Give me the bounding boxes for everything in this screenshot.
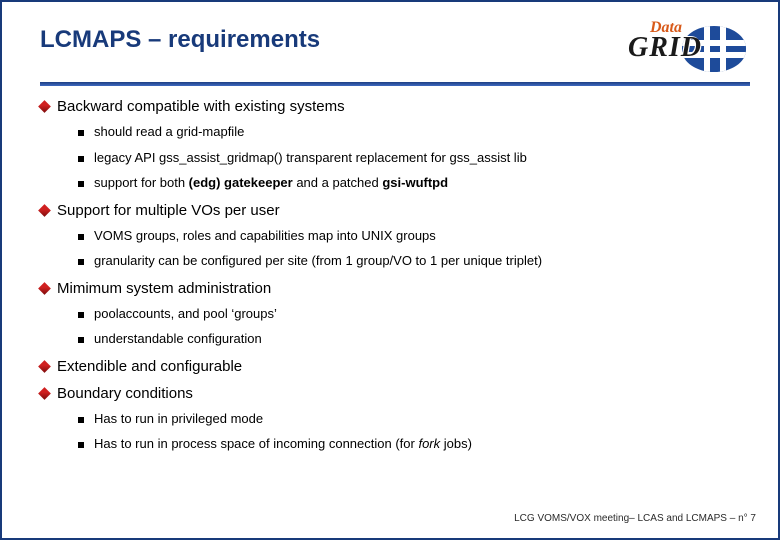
- square-bullet-icon: [78, 181, 84, 187]
- sub-bullet-text: legacy API gss_assist_gridmap() transpar…: [94, 149, 527, 167]
- square-bullet-icon: [78, 337, 84, 343]
- bullet-text: Mimimum system administration: [57, 280, 271, 297]
- slide: LCMAPS – requirements Data GRID Backward…: [0, 0, 780, 540]
- divider: [40, 82, 750, 86]
- sub-bullet-text: Has to run in privileged mode: [94, 410, 263, 428]
- square-bullet-icon: [78, 234, 84, 240]
- bullet-level2: understandable configuration: [78, 330, 750, 348]
- square-bullet-icon: [78, 156, 84, 162]
- footer-text: LCG VOMS/VOX meeting– LCAS and LCMAPS – …: [514, 513, 756, 524]
- sub-bullet-text: granularity can be configured per site (…: [94, 252, 542, 270]
- sub-bullet-text: VOMS groups, roles and capabilities map …: [94, 227, 436, 245]
- square-bullet-icon: [78, 130, 84, 136]
- bullet-level2: should read a grid-mapfile: [78, 123, 750, 141]
- slide-title: LCMAPS – requirements: [40, 20, 320, 54]
- bullet-level2: VOMS groups, roles and capabilities map …: [78, 227, 750, 245]
- sub-bullet-text: understandable configuration: [94, 330, 262, 348]
- bullet-level2: Has to run in privileged mode: [78, 410, 750, 428]
- sub-bullet-text: should read a grid-mapfile: [94, 123, 244, 141]
- sub-list: should read a grid-mapfile legacy API gss…: [78, 123, 750, 192]
- bullet-level2: legacy API gss_assist_gridmap() transpar…: [78, 149, 750, 167]
- bullet-text: Backward compatible with existing system…: [57, 98, 345, 115]
- logo-bottom-word: GRID: [628, 34, 702, 62]
- diamond-icon: [38, 282, 51, 295]
- bullet-text: Extendible and configurable: [57, 358, 242, 375]
- content: Backward compatible with existing system…: [40, 98, 750, 453]
- bullet-text: Support for multiple VOs per user: [57, 202, 280, 219]
- diamond-icon: [38, 387, 51, 400]
- square-bullet-icon: [78, 417, 84, 423]
- bullet-level1: Boundary conditions: [40, 385, 750, 402]
- datagrid-logo: Data GRID: [628, 20, 750, 72]
- bullet-level2: Has to run in process space of incoming …: [78, 435, 750, 453]
- bullet-level2: poolaccounts, and pool ‘groups’: [78, 305, 750, 323]
- sub-bullet-text: Has to run in process space of incoming …: [94, 435, 472, 453]
- bullet-level1: Support for multiple VOs per user: [40, 202, 750, 219]
- header: LCMAPS – requirements Data GRID: [40, 20, 750, 72]
- bullet-level1: Mimimum system administration: [40, 280, 750, 297]
- bullet-level1: Extendible and configurable: [40, 358, 750, 375]
- square-bullet-icon: [78, 312, 84, 318]
- sub-bullet-text: poolaccounts, and pool ‘groups’: [94, 305, 277, 323]
- sub-list: Has to run in privileged mode Has to run …: [78, 410, 750, 453]
- square-bullet-icon: [78, 259, 84, 265]
- diamond-icon: [38, 204, 51, 217]
- sub-bullet-text: support for both (edg) gatekeeper and a …: [94, 174, 448, 192]
- bullet-level1: Backward compatible with existing system…: [40, 98, 750, 115]
- bullet-text: Boundary conditions: [57, 385, 193, 402]
- diamond-icon: [38, 100, 51, 113]
- sub-list: poolaccounts, and pool ‘groups’ understan…: [78, 305, 750, 348]
- bullet-level2: granularity can be configured per site (…: [78, 252, 750, 270]
- bullet-level2: support for both (edg) gatekeeper and a …: [78, 174, 750, 192]
- diamond-icon: [38, 360, 51, 373]
- square-bullet-icon: [78, 442, 84, 448]
- sub-list: VOMS groups, roles and capabilities map …: [78, 227, 750, 270]
